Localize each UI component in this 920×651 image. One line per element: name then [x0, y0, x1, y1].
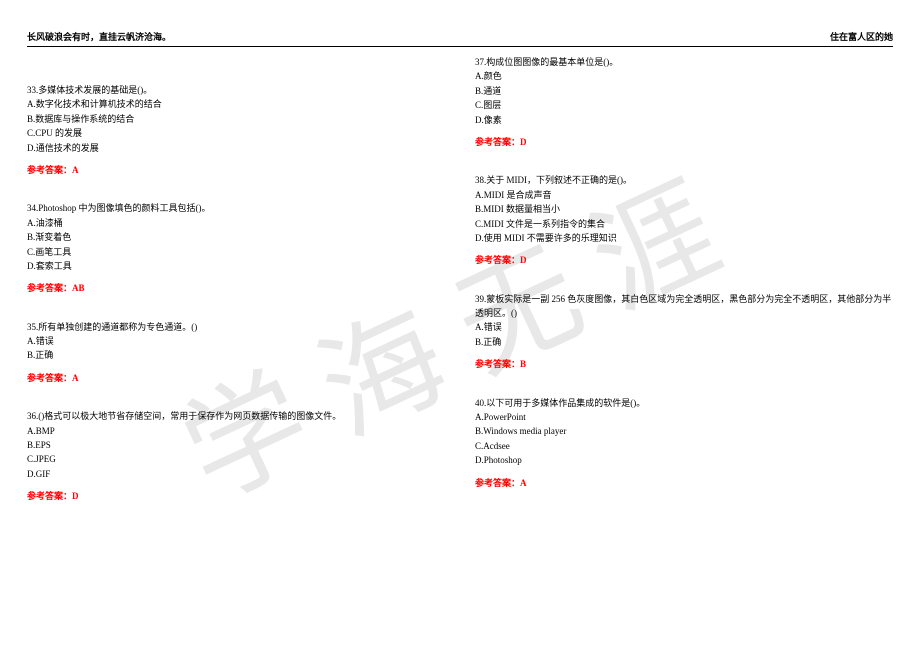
page-header: 长风破浪会有时，直挂云帆济沧海。 住在富人区的她 [27, 30, 893, 47]
question-option: D.套索工具 [27, 259, 445, 273]
question-stem: 37.构成位图图像的最基本单位是()。 [475, 55, 893, 69]
question-option: C.画笔工具 [27, 245, 445, 259]
question-option: A.错误 [27, 334, 445, 348]
content-area: 33.多媒体技术发展的基础是()。A.数字化技术和计算机技术的结合B.数据库与操… [27, 55, 893, 631]
question-option: C.Acdsee [475, 439, 893, 453]
answer-text: 参考答案：B [475, 357, 893, 371]
header-right-text: 住在富人区的她 [830, 30, 893, 43]
question-option: A.数字化技术和计算机技术的结合 [27, 97, 445, 111]
question-option: D.通信技术的发展 [27, 141, 445, 155]
question-stem: 35.所有单独创建的通道都称为专色通道。() [27, 320, 445, 334]
question-option: C.CPU 的发展 [27, 126, 445, 140]
answer-text: 参考答案：AB [27, 281, 445, 295]
question-option: C.MIDI 文件是一系列指令的集合 [475, 217, 893, 231]
answer-text: 参考答案：A [475, 476, 893, 490]
answer-text: 参考答案：A [27, 163, 445, 177]
question-option: B.渐变着色 [27, 230, 445, 244]
question-block: 40.以下可用于多媒体作品集成的软件是()。A.PowerPointB.Wind… [475, 396, 893, 490]
header-left-text: 长风破浪会有时，直挂云帆济沧海。 [27, 30, 171, 43]
question-block: 35.所有单独创建的通道都称为专色通道。()A.错误B.正确参考答案：A [27, 320, 445, 386]
question-stem: 34.Photoshop 中为图像填色的颜料工具包括()。 [27, 201, 445, 215]
answer-text: 参考答案：D [475, 253, 893, 267]
question-block: 36.()格式可以极大地节省存储空间，常用于保存作为网页数据传输的图像文件。A.… [27, 409, 445, 503]
question-option: D.使用 MIDI 不需要许多的乐理知识 [475, 231, 893, 245]
left-column: 33.多媒体技术发展的基础是()。A.数字化技术和计算机技术的结合B.数据库与操… [27, 55, 445, 631]
question-option: A.MIDI 是合成声音 [475, 188, 893, 202]
question-option: B.数据库与操作系统的结合 [27, 112, 445, 126]
right-column: 37.构成位图图像的最基本单位是()。A.颜色B.通道C.图层D.像素参考答案：… [475, 55, 893, 631]
question-option: A.错误 [475, 320, 893, 334]
question-block: 37.构成位图图像的最基本单位是()。A.颜色B.通道C.图层D.像素参考答案：… [475, 55, 893, 149]
question-option: B.通道 [475, 84, 893, 98]
question-option: D.像素 [475, 113, 893, 127]
question-stem: 40.以下可用于多媒体作品集成的软件是()。 [475, 396, 893, 410]
question-stem: 33.多媒体技术发展的基础是()。 [27, 83, 445, 97]
question-option: C.图层 [475, 98, 893, 112]
question-option: A.PowerPoint [475, 410, 893, 424]
question-block: 39.蒙板实际是一副 256 色灰度图像，其白色区域为完全透明区，黑色部分为完全… [475, 292, 893, 372]
question-stem: 36.()格式可以极大地节省存储空间，常用于保存作为网页数据传输的图像文件。 [27, 409, 445, 423]
question-block: 34.Photoshop 中为图像填色的颜料工具包括()。A.油漆桶B.渐变着色… [27, 201, 445, 295]
question-stem: 39.蒙板实际是一副 256 色灰度图像，其白色区域为完全透明区，黑色部分为完全… [475, 292, 893, 321]
question-option: B.正确 [475, 335, 893, 349]
question-option: A.油漆桶 [27, 216, 445, 230]
question-option: B.Windows media player [475, 424, 893, 438]
question-option: D.GIF [27, 467, 445, 481]
question-option: D.Photoshop [475, 453, 893, 467]
question-option: B.正确 [27, 348, 445, 362]
question-option: B.EPS [27, 438, 445, 452]
question-block: 33.多媒体技术发展的基础是()。A.数字化技术和计算机技术的结合B.数据库与操… [27, 83, 445, 177]
question-option: C.JPEG [27, 452, 445, 466]
answer-text: 参考答案：D [27, 489, 445, 503]
question-option: A.BMP [27, 424, 445, 438]
question-option: A.颜色 [475, 69, 893, 83]
answer-text: 参考答案：A [27, 371, 445, 385]
question-option: B.MIDI 数据量相当小 [475, 202, 893, 216]
question-stem: 38.关于 MIDI，下列叙述不正确的是()。 [475, 173, 893, 187]
question-block: 38.关于 MIDI，下列叙述不正确的是()。A.MIDI 是合成声音B.MID… [475, 173, 893, 267]
answer-text: 参考答案：D [475, 135, 893, 149]
